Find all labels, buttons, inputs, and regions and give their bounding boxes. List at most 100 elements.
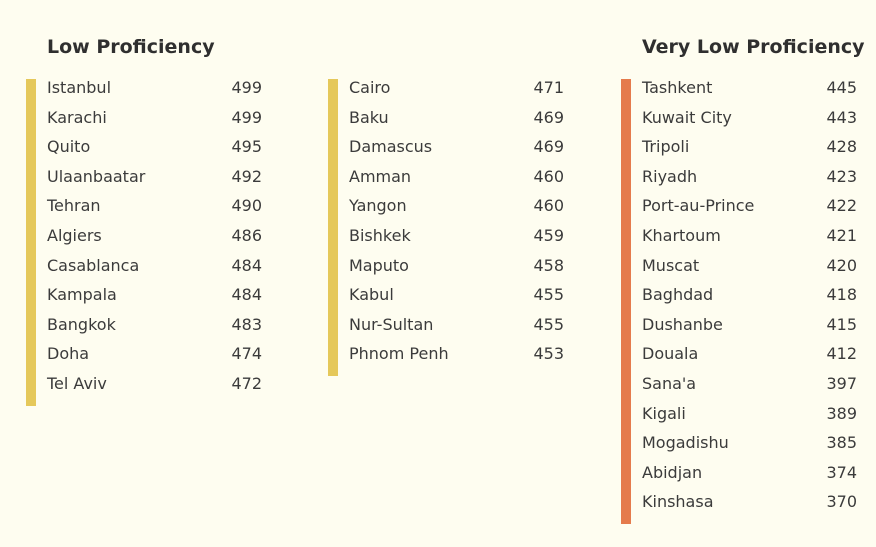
city-name: Bangkok: [47, 314, 116, 334]
city-name: Istanbul: [47, 78, 112, 97]
city-row: Kinshasa 370: [621, 492, 857, 522]
city-name: Kinshasa: [642, 492, 714, 512]
city-row: Kabul 455: [328, 285, 564, 315]
city-name: Ulaanbaatar: [47, 166, 146, 186]
city-score: 460: [533, 196, 564, 216]
city-score: 415: [826, 314, 857, 334]
city-row: Baghdad 418: [621, 285, 857, 315]
city-score: 499: [231, 78, 262, 97]
city-row: Cairo 471: [328, 78, 564, 108]
city-row: Bishkek 459: [328, 226, 564, 256]
city-score: 445: [826, 78, 857, 97]
city-row: Sana'a 397: [621, 374, 857, 404]
low-proficiency-bar: [328, 79, 338, 376]
city-name: Kigali: [642, 403, 686, 423]
city-score: 459: [533, 226, 564, 245]
city-row: Doha 474: [26, 344, 262, 374]
city-name: Yangon: [349, 196, 407, 216]
city-score: 455: [533, 314, 564, 334]
city-score: 389: [826, 403, 857, 423]
city-score: 474: [231, 344, 262, 364]
city-name: Dushanbe: [642, 314, 723, 334]
city-score: 472: [231, 374, 262, 393]
city-row: Casablanca 484: [26, 256, 262, 286]
city-score: 453: [533, 344, 564, 364]
city-row: Khartoum 421: [621, 226, 857, 256]
city-name: Casablanca: [47, 255, 140, 275]
city-score: 490: [231, 196, 262, 216]
city-name: Sana'a: [642, 374, 697, 393]
very-low-proficiency-heading: Very Low Proficiency: [642, 36, 865, 58]
city-name: Port-au-Prince: [642, 196, 755, 216]
city-row: Amman 460: [328, 167, 564, 197]
city-row: Nur-Sultan 455: [328, 315, 564, 345]
city-row: Mogadishu 385: [621, 433, 857, 463]
city-score: 499: [231, 107, 262, 127]
city-row: Kuwait City 443: [621, 108, 857, 138]
city-score: 483: [231, 314, 262, 334]
city-score: 420: [826, 255, 857, 275]
city-row: Kampala 484: [26, 285, 262, 315]
city-name: Khartoum: [642, 226, 721, 245]
city-score: 484: [231, 255, 262, 275]
city-row: Riyadh 423: [621, 167, 857, 197]
city-name: Phnom Penh: [349, 344, 449, 364]
city-name: Damascus: [349, 137, 433, 157]
city-score: 492: [231, 166, 262, 186]
city-name: Maputo: [349, 255, 409, 275]
city-score: 418: [826, 285, 857, 305]
city-score: 469: [533, 137, 564, 157]
city-name: Quito: [47, 137, 91, 157]
city-name: Algiers: [47, 226, 102, 245]
city-row: Istanbul 499: [26, 78, 262, 108]
city-name: Cairo: [349, 78, 391, 97]
city-score: 421: [826, 226, 857, 245]
city-name: Riyadh: [642, 166, 698, 186]
city-name: Bishkek: [349, 226, 411, 245]
city-score: 469: [533, 107, 564, 127]
city-name: Nur-Sultan: [349, 314, 434, 334]
city-score: 370: [826, 492, 857, 512]
city-name: Tel Aviv: [47, 374, 107, 393]
city-row: Port-au-Prince 422: [621, 196, 857, 226]
city-row: Tehran 490: [26, 196, 262, 226]
city-score: 486: [231, 226, 262, 245]
city-name: Kabul: [349, 285, 394, 305]
city-row: Abidjan 374: [621, 463, 857, 493]
city-name: Doha: [47, 344, 90, 364]
city-name: Kampala: [47, 285, 117, 305]
city-row: Tashkent 445: [621, 78, 857, 108]
city-score: 484: [231, 285, 262, 305]
city-row: Bangkok 483: [26, 315, 262, 345]
city-row: Muscat 420: [621, 256, 857, 286]
city-score: 455: [533, 285, 564, 305]
city-row: Baku 469: [328, 108, 564, 138]
city-name: Baku: [349, 107, 389, 127]
city-score: 471: [533, 78, 564, 97]
city-row: Douala 412: [621, 344, 857, 374]
city-score: 397: [826, 374, 857, 393]
city-row: Karachi 499: [26, 108, 262, 138]
city-row: Dushanbe 415: [621, 315, 857, 345]
city-score: 385: [826, 433, 857, 453]
city-score: 412: [826, 344, 857, 364]
city-row: Tel Aviv 472: [26, 374, 262, 404]
city-score: 422: [826, 196, 857, 216]
city-name: Karachi: [47, 107, 107, 127]
city-score: 423: [826, 166, 857, 186]
city-row: Maputo 458: [328, 256, 564, 286]
city-score: 428: [826, 137, 857, 157]
city-name: Mogadishu: [642, 433, 729, 453]
city-score: 460: [533, 166, 564, 186]
city-score: 495: [231, 137, 262, 157]
city-name: Tehran: [47, 196, 101, 216]
low-proficiency-heading: Low Proficiency: [47, 36, 215, 58]
city-row: Tripoli 428: [621, 137, 857, 167]
city-row: Yangon 460: [328, 196, 564, 226]
city-name: Baghdad: [642, 285, 714, 305]
city-name: Tripoli: [642, 137, 690, 157]
city-row: Ulaanbaatar 492: [26, 167, 262, 197]
city-row: Algiers 486: [26, 226, 262, 256]
city-name: Muscat: [642, 255, 700, 275]
city-row: Phnom Penh 453: [328, 344, 564, 374]
